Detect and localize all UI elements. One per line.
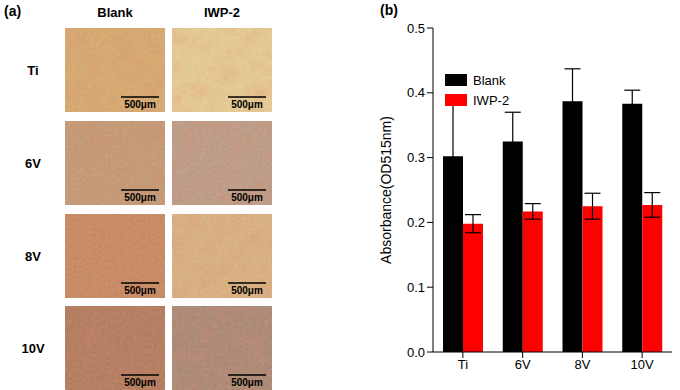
svg-text:0.3: 0.3 <box>407 150 425 165</box>
svg-text:0.1: 0.1 <box>407 280 425 295</box>
svg-text:0.4: 0.4 <box>407 85 425 100</box>
html-text:(b): (b) <box>380 2 398 18</box>
svg-text:IWP-2: IWP-2 <box>204 5 240 20</box>
svg-text:Ti: Ti <box>27 63 38 78</box>
svg-text:6V: 6V <box>25 156 41 171</box>
svg-text:6V: 6V <box>515 357 531 372</box>
html-text:Blank: Blank <box>473 72 506 88</box>
svg-text:8V: 8V <box>25 249 41 264</box>
svg-text:10V: 10V <box>631 357 654 372</box>
svg-text:0.5: 0.5 <box>407 21 425 36</box>
svg-text:500μm: 500μm <box>231 377 263 388</box>
svg-text:0.0: 0.0 <box>407 345 425 360</box>
svg-text:500μm: 500μm <box>231 192 263 203</box>
svg-text:0.2: 0.2 <box>407 215 425 230</box>
svg-text:500μm: 500μm <box>231 99 263 110</box>
svg-text:Blank: Blank <box>97 5 133 20</box>
svg-text:500μm: 500μm <box>124 285 156 296</box>
html-text:IWP-2: IWP-2 <box>473 92 510 108</box>
svg-text:Absorbance(OD515nm): Absorbance(OD515nm) <box>378 116 394 264</box>
svg-text:8V: 8V <box>574 357 590 372</box>
svg-text:500μm: 500μm <box>124 99 156 110</box>
svg-text:10V: 10V <box>21 341 44 356</box>
svg-text:500μm: 500μm <box>124 192 156 203</box>
svg-text:500μm: 500μm <box>124 377 156 388</box>
svg-text:Ti: Ti <box>458 357 468 372</box>
svg-text:500μm: 500μm <box>231 285 263 296</box>
svg-text:(a): (a) <box>4 3 21 19</box>
